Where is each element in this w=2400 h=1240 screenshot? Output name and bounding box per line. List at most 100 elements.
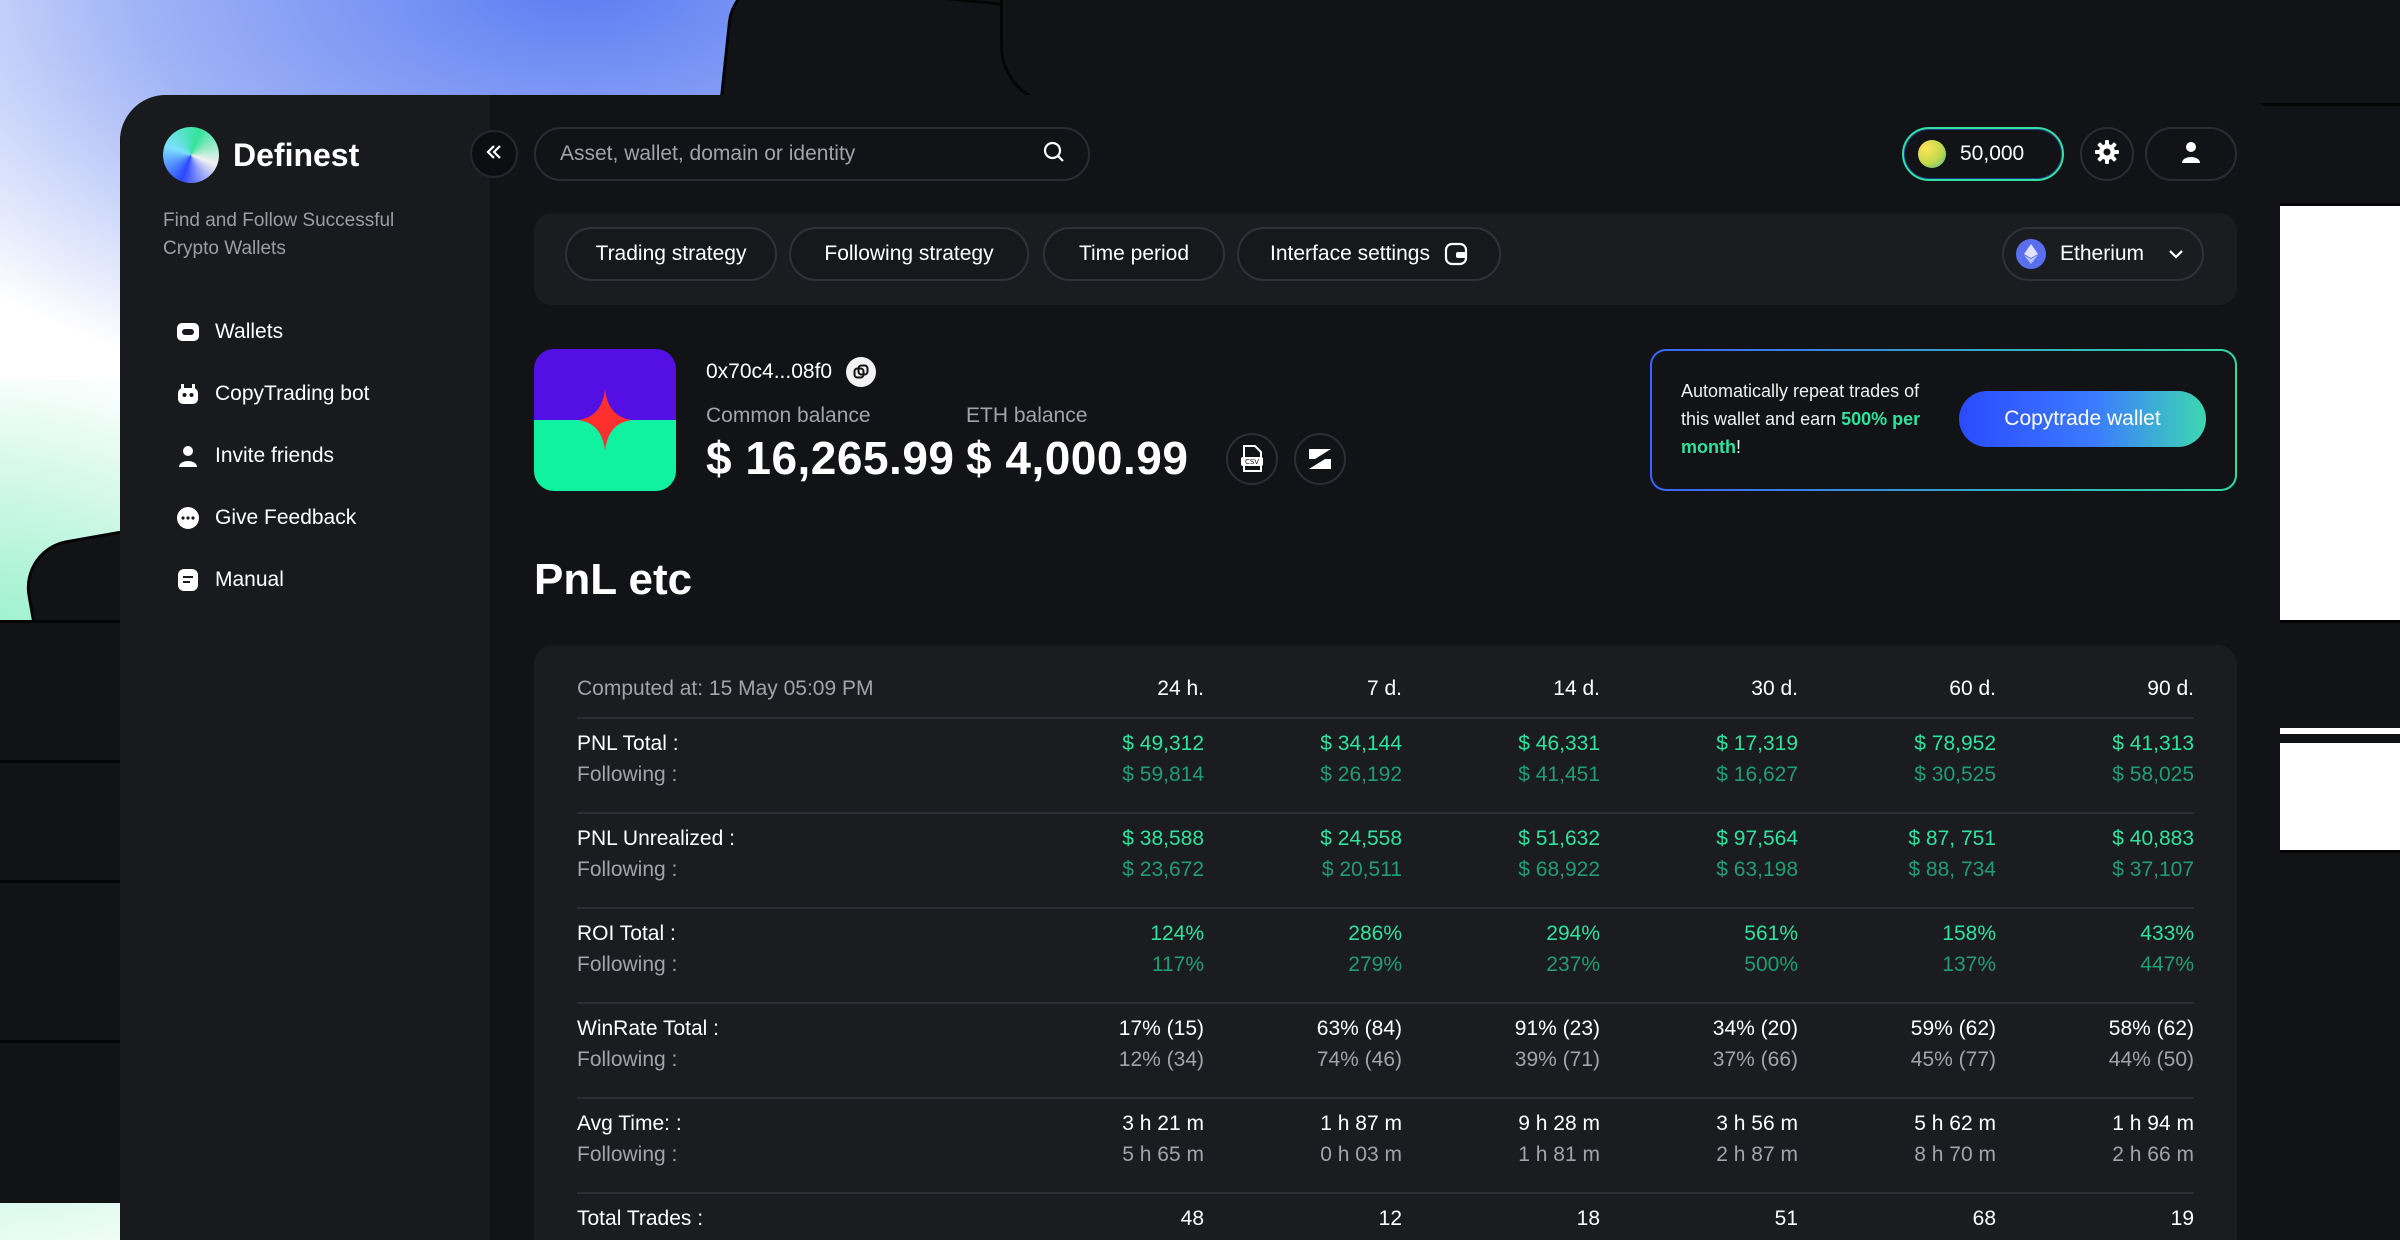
logo-icon bbox=[163, 127, 219, 183]
chip-time-period[interactable]: Time period bbox=[1043, 227, 1225, 281]
row-following-value: $ 23,672 bbox=[1122, 858, 1204, 881]
table-row: PNL Total : Following : $ 49,312 $ 34,144 $ … bbox=[577, 717, 2194, 814]
bot-icon bbox=[175, 381, 201, 407]
row-following-value: $ 30,525 bbox=[1914, 763, 1996, 786]
csv-file-icon: CSV bbox=[1241, 445, 1263, 472]
computed-at: Computed at: 15 May 05:09 PM bbox=[577, 677, 874, 700]
sidebar-item-label: Manual bbox=[215, 568, 284, 591]
copy-address-button[interactable] bbox=[846, 357, 877, 387]
chip-trading-strategy[interactable]: Trading strategy bbox=[565, 227, 777, 281]
row-value: $ 46,331 bbox=[1518, 732, 1600, 755]
table-row: Avg Time: : Following : 3 h 21 m 1 h 87 m 9 … bbox=[577, 1097, 2194, 1194]
row-following-value: $ 37,107 bbox=[2112, 858, 2194, 881]
promo-text: Automatically repeat trades of this wall… bbox=[1681, 377, 1941, 461]
row-value: $ 78,952 bbox=[1914, 732, 1996, 755]
export-csv-button[interactable]: CSV bbox=[1226, 433, 1278, 485]
row-value: 68 bbox=[1972, 1207, 1996, 1230]
sidebar-item-give-feedback[interactable]: Give Feedback bbox=[175, 487, 369, 549]
row-value: 51 bbox=[1774, 1207, 1798, 1230]
wallet-address-text: 0x70c4...08f0 bbox=[706, 360, 833, 383]
row-value: 17% (15) bbox=[1118, 1017, 1204, 1040]
row-value: $ 34,144 bbox=[1320, 732, 1402, 755]
row-value: 158% bbox=[1942, 922, 1996, 945]
row-value: 1 h 94 m bbox=[2112, 1112, 2194, 1135]
wallet-icon bbox=[1444, 242, 1468, 266]
row-following-value: 117% bbox=[1151, 953, 1204, 976]
promo-text-part: Automatically repeat trades of this wall… bbox=[1681, 381, 1920, 429]
column-header: 90 d. bbox=[2147, 677, 2194, 700]
row-following-value: $ 88, 734 bbox=[1908, 858, 1996, 881]
sidebar-nav: Wallets CopyTrading bot Invite friends G… bbox=[175, 301, 369, 611]
row-value: 59% (62) bbox=[1910, 1017, 1996, 1040]
coin-icon bbox=[1918, 140, 1946, 168]
coin-balance-button[interactable]: 50,000 bbox=[1902, 127, 2064, 181]
row-label: WinRate Total : bbox=[577, 1017, 720, 1040]
chip-label: Trading strategy bbox=[595, 242, 747, 265]
chain-select[interactable]: Etherium bbox=[2002, 227, 2204, 281]
sidebar-item-label: Wallets bbox=[215, 320, 284, 343]
zerion-icon bbox=[1309, 449, 1331, 469]
copytrade-button-label: Copytrade wallet bbox=[2004, 407, 2161, 430]
row-value: $ 49,312 bbox=[1122, 732, 1204, 755]
row-value: 48 bbox=[1180, 1207, 1204, 1230]
gear-icon bbox=[2094, 139, 2120, 170]
svg-text:CSV: CSV bbox=[1245, 458, 1259, 466]
row-label: PNL Unrealized : bbox=[577, 827, 735, 850]
promo-highlight: 500% per month bbox=[1681, 409, 1921, 457]
row-value: 91% (23) bbox=[1514, 1017, 1600, 1040]
row-value: 433% bbox=[2140, 922, 2194, 945]
wallet-avatar bbox=[534, 349, 676, 491]
row-following-value: 44% (50) bbox=[2108, 1048, 2194, 1071]
double-chevron-left-icon bbox=[485, 144, 503, 165]
chip-label: Following strategy bbox=[824, 242, 994, 265]
row-value: 58% (62) bbox=[2108, 1017, 2194, 1040]
collapse-sidebar-button[interactable] bbox=[470, 130, 518, 178]
common-balance-value: $ 16,265.99 bbox=[706, 432, 955, 484]
row-value: $ 51,632 bbox=[1518, 827, 1600, 850]
row-value: 19 bbox=[2170, 1207, 2194, 1230]
column-header: 7 d. bbox=[1366, 677, 1402, 700]
column-header: 60 d. bbox=[1949, 677, 1996, 700]
search-icon[interactable] bbox=[1042, 140, 1066, 169]
copytrade-wallet-button[interactable]: Copytrade wallet bbox=[1959, 391, 2206, 447]
copy-icon bbox=[853, 364, 869, 379]
logo[interactable]: Definest bbox=[163, 127, 359, 183]
row-following-value: 5 h 65 m bbox=[1122, 1143, 1204, 1166]
section-title: PnL etc bbox=[534, 555, 693, 604]
sidebar-item-manual[interactable]: Manual bbox=[175, 549, 369, 611]
coin-balance: 50,000 bbox=[1960, 142, 2025, 165]
sidebar-item-copytrading-bot[interactable]: CopyTrading bot bbox=[175, 363, 369, 425]
settings-button[interactable] bbox=[2080, 127, 2134, 181]
background-stripe bbox=[2278, 755, 2400, 801]
chip-following-strategy[interactable]: Following strategy bbox=[789, 227, 1029, 281]
chip-interface-settings[interactable]: Interface settings bbox=[1237, 227, 1501, 281]
row-following-value: 39% (71) bbox=[1514, 1048, 1600, 1071]
background-stripe bbox=[2280, 728, 2400, 734]
row-following-value: $ 41,451 bbox=[1518, 763, 1600, 786]
profile-button[interactable] bbox=[2145, 127, 2237, 181]
sidebar: Definest Find and Follow Successful Cryp… bbox=[120, 95, 490, 1240]
row-following-value: 2 h 87 m bbox=[1716, 1143, 1798, 1166]
sidebar-item-wallets[interactable]: Wallets bbox=[175, 301, 369, 363]
row-value: $ 40,883 bbox=[2112, 827, 2194, 850]
row-value: $ 38,588 bbox=[1122, 827, 1204, 850]
sidebar-item-invite-friends[interactable]: Invite friends bbox=[175, 425, 369, 487]
row-value: 561% bbox=[1744, 922, 1798, 945]
row-value: 3 h 21 m bbox=[1122, 1112, 1204, 1135]
row-following-value: $ 68,922 bbox=[1518, 858, 1600, 881]
table-header: Computed at: 15 May 05:09 PM 24 h. 7 d. 14… bbox=[577, 671, 2194, 719]
row-value: $ 17,319 bbox=[1716, 732, 1798, 755]
background-stripe bbox=[2280, 850, 2400, 1240]
wallet-address: 0x70c4...08f0 bbox=[706, 357, 877, 387]
user-icon bbox=[175, 443, 201, 469]
row-value: 124% bbox=[1150, 922, 1204, 945]
search-input[interactable] bbox=[558, 141, 1042, 167]
row-value: 63% (84) bbox=[1316, 1017, 1402, 1040]
zerion-link-button[interactable] bbox=[1294, 433, 1346, 485]
pnl-table: Computed at: 15 May 05:09 PM 24 h. 7 d. 14… bbox=[534, 645, 2237, 1240]
row-following-value: $ 58,025 bbox=[2112, 763, 2194, 786]
background-stripe bbox=[2279, 808, 2400, 842]
eth-balance-label: ETH balance bbox=[966, 404, 1088, 427]
app-name: Definest bbox=[233, 136, 360, 173]
column-header: 24 h. bbox=[1157, 677, 1204, 700]
